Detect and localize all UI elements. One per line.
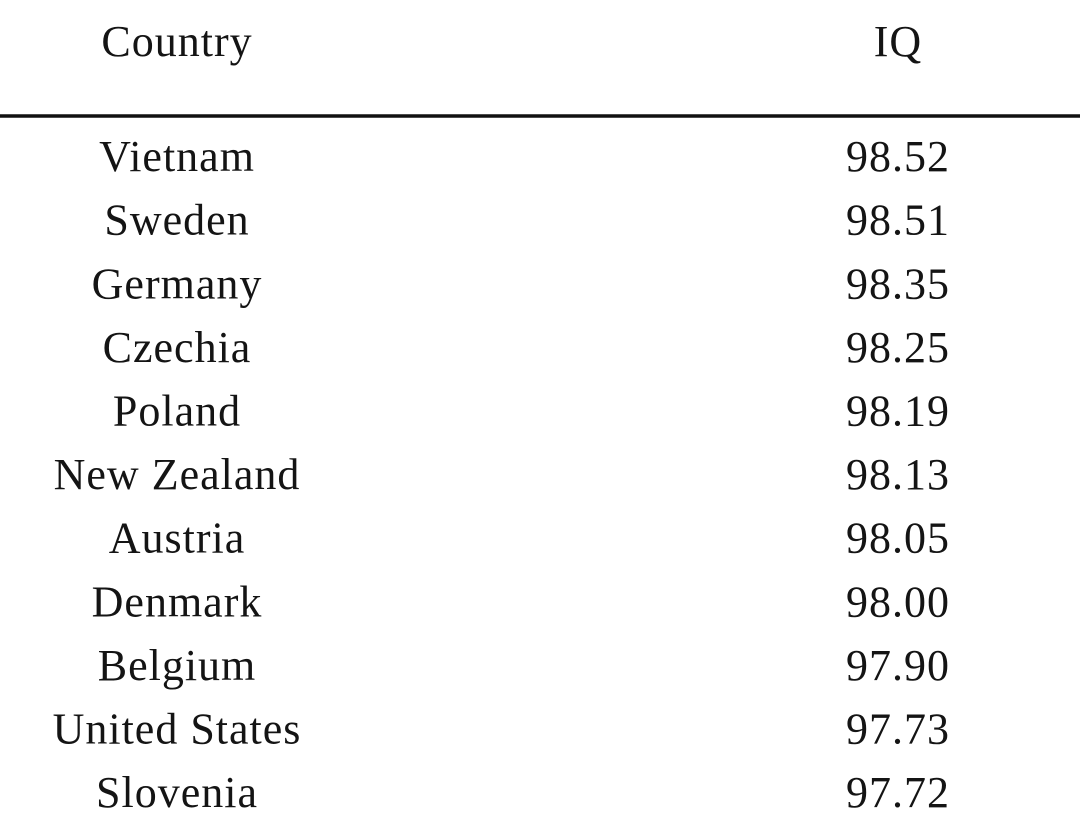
- header-cell: IQ: [874, 17, 922, 66]
- country-cell: Denmark: [92, 577, 263, 626]
- country-cell: Vietnam: [99, 132, 255, 181]
- country-cell: Czechia: [103, 323, 252, 372]
- country-cell: New Zealand: [54, 450, 301, 499]
- country-cell: Austria: [109, 514, 246, 563]
- country-cell: United States: [53, 704, 302, 753]
- country-cell: Poland: [113, 386, 241, 435]
- header-cell: Country: [101, 17, 252, 66]
- iq-cell: 97.73: [846, 704, 950, 753]
- country-cell: Belgium: [98, 641, 257, 690]
- iq-cell: 98.00: [846, 577, 950, 626]
- iq-cell: 98.05: [846, 514, 950, 563]
- country-cell: Slovenia: [96, 768, 258, 817]
- country-cell: Sweden: [104, 196, 249, 245]
- iq-cell: 98.13: [846, 450, 950, 499]
- iq-cell: 97.72: [846, 768, 950, 817]
- country-cell: Germany: [92, 259, 263, 308]
- iq-cell: 98.35: [846, 259, 950, 308]
- iq-cell: 98.19: [846, 386, 950, 435]
- iq-cell: 98.51: [846, 196, 950, 245]
- iq-cell: 98.52: [846, 132, 950, 181]
- iq-cell: 97.90: [846, 641, 950, 690]
- iq-cell: 98.25: [846, 323, 950, 372]
